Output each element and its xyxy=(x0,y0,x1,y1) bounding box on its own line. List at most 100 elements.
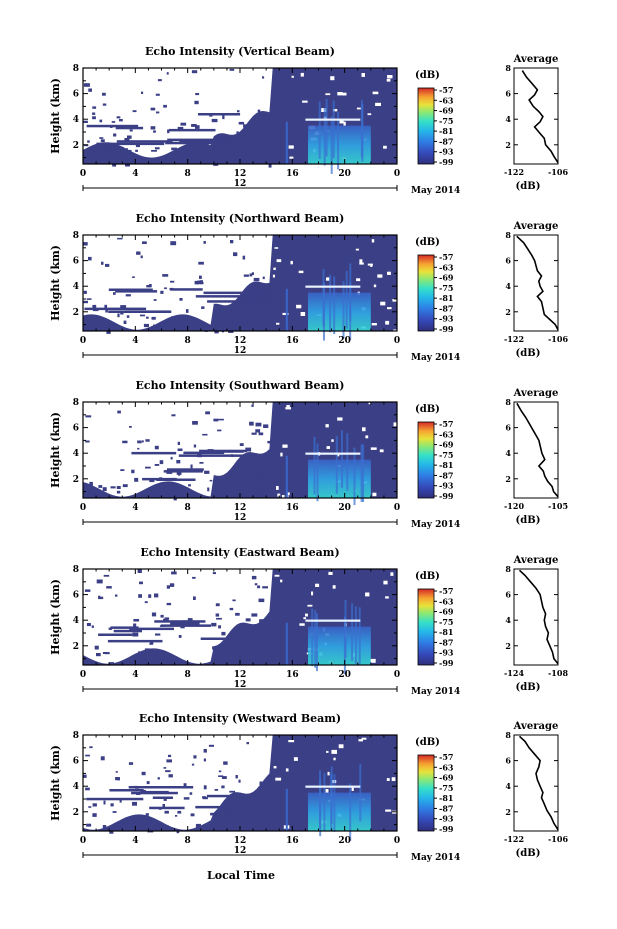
speckle xyxy=(255,486,258,491)
speckle xyxy=(218,658,223,662)
echo-layer xyxy=(110,626,139,629)
speckle xyxy=(168,754,172,758)
date-label: May 2014 xyxy=(411,687,460,697)
x-tick-label: 20 xyxy=(338,670,351,680)
colorbar xyxy=(417,754,435,832)
speckle xyxy=(102,825,107,829)
speckle xyxy=(231,308,234,312)
speckle xyxy=(190,464,193,469)
convective-streak xyxy=(359,763,362,822)
speckle xyxy=(137,447,140,450)
speckle xyxy=(215,613,220,617)
speckle xyxy=(259,781,263,786)
speckle xyxy=(332,585,336,589)
speckle xyxy=(134,477,139,482)
speckle xyxy=(153,324,157,328)
speckle xyxy=(105,309,108,313)
speckle xyxy=(192,421,198,425)
speckle xyxy=(300,72,304,77)
speckle xyxy=(373,284,377,288)
speckle xyxy=(198,261,204,265)
speckle xyxy=(87,140,90,143)
speckle xyxy=(325,424,329,428)
speckle xyxy=(238,121,245,125)
speckle xyxy=(145,813,149,816)
speckle xyxy=(327,771,330,776)
speckle xyxy=(157,79,162,82)
convective-streak xyxy=(330,116,333,174)
speckle xyxy=(229,607,234,611)
speckle xyxy=(302,100,308,103)
speckle xyxy=(267,790,270,794)
convective-streak xyxy=(313,436,316,495)
speckle xyxy=(171,571,177,575)
speckle xyxy=(109,148,114,151)
speckle xyxy=(120,312,124,315)
speckle xyxy=(154,593,159,598)
speckle xyxy=(202,433,208,436)
avg-profile-line xyxy=(516,235,559,331)
speckle xyxy=(151,612,157,617)
speckle xyxy=(262,76,265,79)
y-axis-label: Height (km) xyxy=(49,245,62,321)
speckle xyxy=(151,150,157,152)
speckle xyxy=(138,651,141,653)
speckle xyxy=(221,155,228,159)
speckle xyxy=(233,252,238,257)
speckle xyxy=(251,822,255,824)
speckle xyxy=(288,740,295,743)
avg-y-tick-label: 8 xyxy=(505,230,511,240)
speckle xyxy=(356,278,361,282)
echo-layer xyxy=(195,295,261,298)
speckle xyxy=(383,580,388,585)
convective-streak xyxy=(325,98,328,157)
y-tick-label: 8 xyxy=(73,231,79,241)
speckle xyxy=(311,591,314,596)
speckle xyxy=(154,464,160,466)
speckle xyxy=(251,613,258,617)
speckle xyxy=(150,107,156,111)
speckle xyxy=(134,822,141,826)
echo-layer xyxy=(125,310,170,313)
y-tick-label: 4 xyxy=(73,782,79,792)
speckle xyxy=(254,583,258,586)
x-tick-label: 0 xyxy=(394,169,400,179)
speckle xyxy=(105,652,110,655)
convective-streak xyxy=(332,100,335,159)
echo-layer xyxy=(160,624,211,627)
colorbar-tick-label: -75 xyxy=(439,450,453,460)
convective-streak xyxy=(333,276,336,335)
y-axis-label: Height (km) xyxy=(49,579,62,655)
speckle xyxy=(372,91,379,95)
speckle xyxy=(259,637,264,641)
convective-streak xyxy=(361,104,364,162)
speckle xyxy=(365,435,369,439)
x-tick-label: 0 xyxy=(80,670,86,680)
speckle xyxy=(325,789,329,793)
echo-layer xyxy=(183,451,225,455)
speckle xyxy=(325,93,331,96)
speckle xyxy=(135,149,138,152)
speckle xyxy=(156,111,160,114)
speckle xyxy=(257,585,261,589)
colorbar-tick-label: -69 xyxy=(439,440,454,450)
speckle xyxy=(123,320,127,324)
y-tick-label: 6 xyxy=(73,257,79,267)
speckle xyxy=(106,330,111,334)
speckle xyxy=(160,290,164,294)
avg-title: Average xyxy=(513,388,559,399)
speckle xyxy=(379,449,384,453)
speckle xyxy=(146,316,149,319)
echo-layer xyxy=(116,140,173,143)
speckle xyxy=(137,569,142,573)
panel-4: Echo Intensity (Westward Beam) 2 4 6 8 Height… xyxy=(49,712,568,863)
avg-x-tick-label: -122 xyxy=(504,834,524,844)
speckle xyxy=(282,495,285,499)
speckle xyxy=(365,592,370,597)
echo-layer xyxy=(168,128,216,132)
convective-streak xyxy=(333,774,336,832)
speckle xyxy=(212,155,216,158)
avg-y-tick-label: 2 xyxy=(505,474,511,484)
speckle xyxy=(83,315,87,320)
speckle xyxy=(307,604,313,607)
